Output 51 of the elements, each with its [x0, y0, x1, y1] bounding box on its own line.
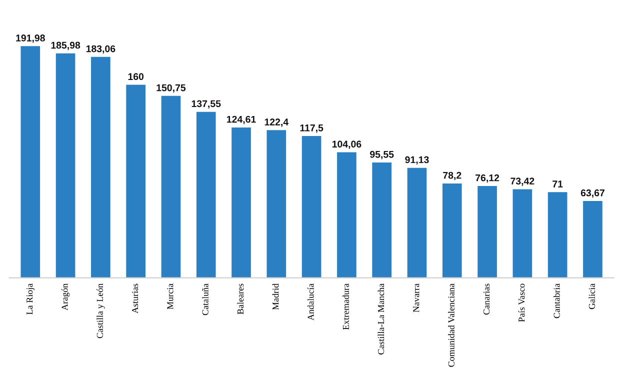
x-tick-label: La Rioja: [26, 284, 34, 314]
bar: [372, 162, 392, 278]
data-label: 160: [128, 73, 144, 80]
bar: [442, 183, 462, 278]
data-label: 185,98: [51, 42, 80, 50]
x-tick-label: Andalucía: [307, 284, 314, 320]
data-label: 150,75: [156, 84, 186, 93]
x-tick-label: Comunidad Valenciana: [448, 284, 454, 367]
x-tick-label: Cantabria: [553, 284, 560, 318]
x-tick-label: Canarias: [483, 284, 490, 315]
bar: [232, 127, 251, 278]
data-label: 183,06: [86, 45, 116, 54]
x-tick-label: Murcia: [167, 284, 174, 310]
bar: [302, 136, 322, 278]
data-label: 124,61: [227, 116, 256, 124]
data-label: 76,12: [476, 174, 500, 183]
data-label: 95,55: [370, 150, 394, 160]
x-tick-label: Galicia: [588, 284, 595, 310]
x-tick-label: Madrid: [272, 284, 279, 310]
x-tick-label: Castilla-La Mancha: [378, 284, 384, 354]
x-tick-label: País Vasco: [518, 284, 525, 322]
data-label: 137,55: [192, 100, 221, 109]
bar: [512, 189, 532, 278]
bar: [196, 112, 216, 278]
bar: [56, 53, 76, 278]
bar: [91, 56, 110, 278]
bar: [478, 186, 497, 278]
data-label: 117,5: [300, 124, 324, 133]
data-label: 122,4: [264, 118, 289, 127]
data-label: 78,2: [443, 172, 462, 180]
data-label: 73,42: [510, 178, 534, 186]
data-label: 91,13: [405, 156, 429, 165]
x-tick-label: Cataluña: [202, 284, 208, 316]
data-label: 191,98: [16, 34, 45, 43]
bar: [337, 152, 356, 278]
bar: [583, 200, 602, 278]
data-label: 71: [552, 180, 563, 188]
bar: [266, 130, 286, 278]
data-label: 63,67: [580, 189, 604, 198]
x-tick-label: Extremadura: [342, 284, 349, 330]
x-tick-label: Castilla y León: [96, 284, 105, 338]
bar: [126, 84, 146, 278]
x-tick-label: Aragón: [61, 284, 70, 310]
x-tick-label: Baleares: [237, 284, 244, 314]
x-tick-label: Asturias: [132, 284, 138, 314]
bar: [548, 192, 568, 278]
data-label: 104,06: [332, 140, 362, 149]
bar: [407, 168, 427, 278]
x-tick-label: Navarra: [413, 284, 420, 312]
bar: [20, 46, 40, 278]
bar: [161, 96, 181, 278]
